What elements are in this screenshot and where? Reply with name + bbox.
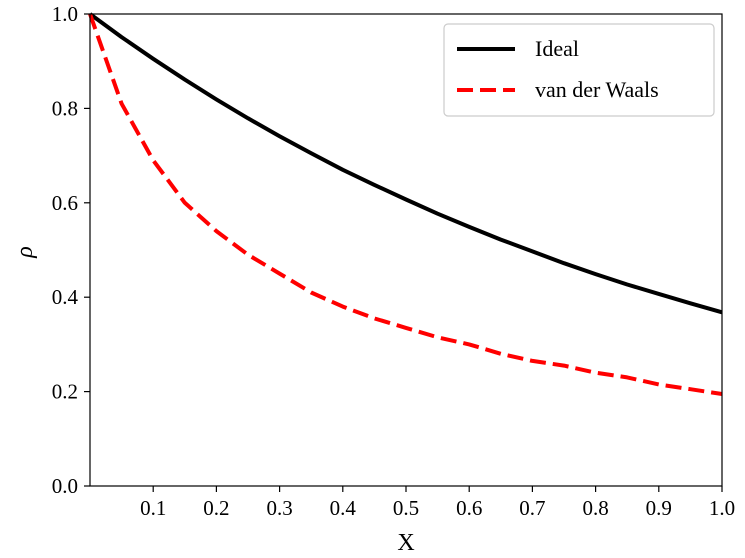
- x-tick-label: 0.4: [330, 496, 357, 520]
- series-line-1: [88, 12, 723, 315]
- y-tick-label: 0.6: [52, 191, 78, 215]
- x-tick-label: 0.3: [266, 496, 292, 520]
- x-tick-label: 0.2: [203, 496, 229, 520]
- y-axis-ticks: 0.0 0.2 0.4 0.6 0.8 1.0: [52, 2, 90, 498]
- y-axis-label: ρ: [12, 246, 38, 259]
- x-tick-label: 0.7: [519, 496, 545, 520]
- x-tick-label: 0.5: [393, 496, 419, 520]
- legend-box: [443, 23, 715, 117]
- y-tick-label: 0.8: [52, 96, 78, 120]
- series-line-2: [88, 13, 723, 396]
- x-axis-ticks: 0.1 0.2 0.3 0.4 0.5 0.6 0.7 0.8 0.9 1.0: [140, 486, 735, 520]
- x-tick-label: 0.6: [456, 496, 482, 520]
- x-tick-label: 0.9: [646, 496, 672, 520]
- y-tick-label: 0.4: [52, 285, 79, 309]
- legend-label: van der Waals: [535, 77, 659, 102]
- x-tick-label: 0.8: [582, 496, 608, 520]
- plot-lines: [88, 12, 723, 396]
- legend: Ideal van der Waals: [443, 23, 715, 117]
- y-tick-label: 0.0: [52, 474, 78, 498]
- y-tick-label: 0.2: [52, 380, 78, 404]
- x-tick-label: 1.0: [709, 496, 735, 520]
- x-tick-label: 0.1: [140, 496, 166, 520]
- y-tick-label: 1.0: [52, 2, 78, 26]
- x-axis-label: X: [397, 530, 414, 556]
- legend-label: Ideal: [535, 36, 579, 61]
